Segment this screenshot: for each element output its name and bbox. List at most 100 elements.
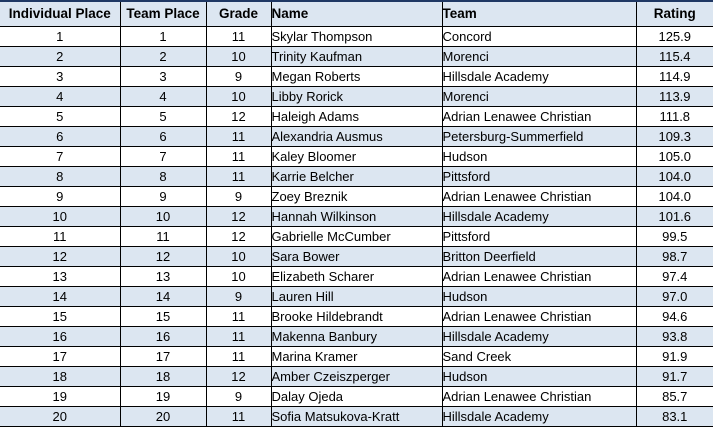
cell-grade: 11 [206, 326, 272, 347]
table-row[interactable]: 12 12 10 Sara Bower Britton Deerfield 98.7 [0, 246, 713, 267]
cell-rating: 109.3 [636, 126, 713, 147]
cell-name: Hannah Wilkinson [271, 206, 443, 227]
cell-grade: 9 [206, 66, 272, 87]
cell-team-place: 8 [120, 166, 207, 187]
cell-team-place: 7 [120, 146, 207, 167]
cell-rating: 91.7 [636, 366, 713, 387]
column-header-individual-place[interactable]: Individual Place [0, 1, 121, 27]
cell-name: Gabrielle McCumber [271, 226, 443, 247]
cell-name: Dalay Ojeda [271, 386, 443, 407]
cell-rating: 125.9 [636, 26, 713, 47]
table-row[interactable]: 6 6 11 Alexandria Ausmus Petersburg-Summerfi… [0, 126, 713, 147]
cell-team: Adrian Lenawee Christian [442, 306, 637, 327]
table-row[interactable]: 15 15 11 Brooke Hildebrandt Adrian Lenawee C… [0, 306, 713, 327]
cell-individual-place: 20 [0, 406, 121, 427]
cell-individual-place: 5 [0, 106, 121, 127]
cell-individual-place: 8 [0, 166, 121, 187]
cell-name: Haleigh Adams [271, 106, 443, 127]
cell-individual-place: 11 [0, 226, 121, 247]
cell-grade: 12 [206, 106, 272, 127]
cell-team: Hudson [442, 146, 637, 167]
cell-rating: 83.1 [636, 406, 713, 427]
table-row[interactable]: 19 19 9 Dalay Ojeda Adrian Lenawee Christian… [0, 386, 713, 407]
cell-grade: 11 [206, 146, 272, 167]
cell-team: Petersburg-Summerfield [442, 126, 637, 147]
column-header-rating[interactable]: Rating [636, 1, 713, 27]
cell-team: Adrian Lenawee Christian [442, 106, 637, 127]
table-row[interactable]: 9 9 9 Zoey Breznik Adrian Lenawee Christian 1… [0, 186, 713, 207]
column-header-name[interactable]: Name [271, 1, 443, 27]
table-row[interactable]: 14 14 9 Lauren Hill Hudson 97.0 [0, 286, 713, 307]
column-header-team-place[interactable]: Team Place [120, 1, 207, 27]
cell-team: Hudson [442, 286, 637, 307]
cell-team-place: 17 [120, 346, 207, 367]
cell-team-place: 5 [120, 106, 207, 127]
column-header-grade[interactable]: Grade [206, 1, 272, 27]
table-row[interactable]: 8 8 11 Karrie Belcher Pittsford 104.0 [0, 166, 713, 187]
cell-grade: 11 [206, 306, 272, 327]
table-row[interactable]: 10 10 12 Hannah Wilkinson Hillsdale Academy 1… [0, 206, 713, 227]
table-row[interactable]: 18 18 12 Amber Czeiszperger Hudson 91.7 [0, 366, 713, 387]
cell-name: Elizabeth Scharer [271, 266, 443, 287]
cell-team-place: 11 [120, 226, 207, 247]
cell-individual-place: 1 [0, 26, 121, 47]
cell-rating: 105.0 [636, 146, 713, 167]
cell-grade: 11 [206, 166, 272, 187]
cell-rating: 97.4 [636, 266, 713, 287]
table-row[interactable]: 7 7 11 Kaley Bloomer Hudson 105.0 [0, 146, 713, 167]
cell-name: Makenna Banbury [271, 326, 443, 347]
cell-name: Skylar Thompson [271, 26, 443, 47]
cell-grade: 11 [206, 26, 272, 47]
cell-individual-place: 16 [0, 326, 121, 347]
cell-individual-place: 12 [0, 246, 121, 267]
table-row[interactable]: 17 17 11 Marina Kramer Sand Creek 91.9 [0, 346, 713, 367]
cell-rating: 91.9 [636, 346, 713, 367]
cell-team-place: 4 [120, 86, 207, 107]
cell-team: Pittsford [442, 166, 637, 187]
cell-name: Amber Czeiszperger [271, 366, 443, 387]
table-body: 1 1 11 Skylar Thompson Concord 125.9 2 2 10 Trini… [0, 26, 713, 427]
column-header-team[interactable]: Team [442, 1, 637, 27]
cell-team-place: 3 [120, 66, 207, 87]
table-row[interactable]: 16 16 11 Makenna Banbury Hillsdale Academy 93… [0, 326, 713, 347]
table-row[interactable]: 4 4 10 Libby Rorick Morenci 113.9 [0, 86, 713, 107]
cell-grade: 10 [206, 46, 272, 67]
table-header: Individual Place Team Place Grade Name Team R… [0, 1, 713, 27]
cell-team: Britton Deerfield [442, 246, 637, 267]
cell-rating: 115.4 [636, 46, 713, 67]
cell-name: Karrie Belcher [271, 166, 443, 187]
cell-team-place: 12 [120, 246, 207, 267]
cell-grade: 10 [206, 266, 272, 287]
cell-grade: 11 [206, 126, 272, 147]
cell-rating: 97.0 [636, 286, 713, 307]
cell-individual-place: 6 [0, 126, 121, 147]
cell-team: Adrian Lenawee Christian [442, 386, 637, 407]
table-row[interactable]: 5 5 12 Haleigh Adams Adrian Lenawee Christia… [0, 106, 713, 127]
cell-grade: 12 [206, 366, 272, 387]
cell-team-place: 16 [120, 326, 207, 347]
cell-team-place: 10 [120, 206, 207, 227]
cell-name: Megan Roberts [271, 66, 443, 87]
table-row[interactable]: 3 3 9 Megan Roberts Hillsdale Academy 114.9 [0, 66, 713, 87]
cell-team-place: 6 [120, 126, 207, 147]
table-row[interactable]: 13 13 10 Elizabeth Scharer Adrian Lenawee Ch… [0, 266, 713, 287]
cell-team: Pittsford [442, 226, 637, 247]
cell-grade: 12 [206, 206, 272, 227]
cell-team: Morenci [442, 46, 637, 67]
table-header-row: Individual Place Team Place Grade Name Team R… [0, 1, 713, 27]
table-row[interactable]: 20 20 11 Sofia Matsukova-Kratt Hillsdale Aca… [0, 406, 713, 427]
cell-rating: 93.8 [636, 326, 713, 347]
cell-individual-place: 13 [0, 266, 121, 287]
cell-name: Alexandria Ausmus [271, 126, 443, 147]
cell-individual-place: 10 [0, 206, 121, 227]
cell-team-place: 13 [120, 266, 207, 287]
cell-name: Sofia Matsukova-Kratt [271, 406, 443, 427]
cell-name: Sara Bower [271, 246, 443, 267]
table-row[interactable]: 1 1 11 Skylar Thompson Concord 125.9 [0, 26, 713, 47]
table-row[interactable]: 11 11 12 Gabrielle McCumber Pittsford 99.5 [0, 226, 713, 247]
cell-rating: 111.8 [636, 106, 713, 127]
cell-individual-place: 19 [0, 386, 121, 407]
table-row[interactable]: 2 2 10 Trinity Kaufman Morenci 115.4 [0, 46, 713, 67]
cell-grade: 9 [206, 286, 272, 307]
